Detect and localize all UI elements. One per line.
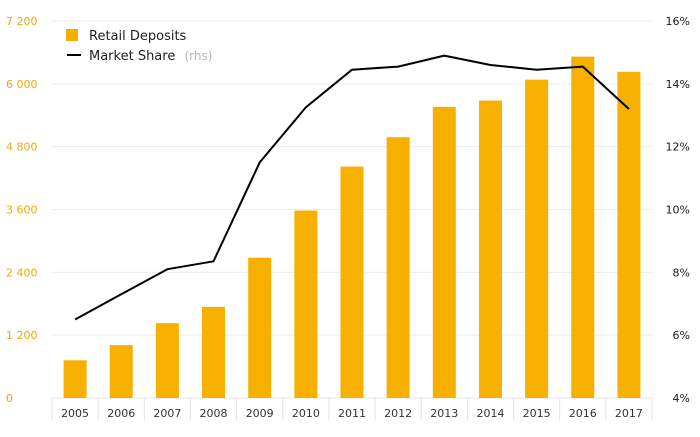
legend-label-line: Market Share (rhs) — [89, 49, 212, 64]
legend-label-line-note: (rhs) — [184, 49, 212, 63]
legend-label-bar: Retail Deposits — [89, 29, 187, 44]
y-left-tick-label: 6 000 — [6, 78, 38, 91]
y-left-tick-label: 4 800 — [6, 141, 38, 154]
legend-swatch-bar — [66, 29, 78, 41]
x-tick-label: 2009 — [246, 407, 274, 420]
y-left-tick-label: 1 200 — [6, 329, 38, 342]
x-tick-label: 2011 — [338, 407, 366, 420]
bar-series — [64, 57, 641, 398]
y-right-tick-label: 8% — [673, 266, 690, 279]
y-right-tick-label: 14% — [666, 78, 690, 91]
x-tick-label: 2013 — [430, 407, 458, 420]
y-right-tick-label: 12% — [666, 141, 690, 154]
y-left-tick-label: 3 600 — [6, 204, 38, 217]
x-tick-label: 2007 — [153, 407, 181, 420]
bar-2011 — [341, 167, 364, 398]
bar-2017 — [617, 72, 640, 398]
bar-2013 — [433, 107, 456, 398]
bar-2014 — [479, 101, 502, 398]
y-right-tick-label: 10% — [666, 204, 690, 217]
x-tick-label: 2015 — [523, 407, 551, 420]
bar-2006 — [110, 345, 133, 398]
x-tick-label: 2008 — [200, 407, 228, 420]
y-axis-left: 0 1 200 2 400 3 600 4 800 6 000 7 200 — [6, 15, 38, 405]
y-axis-right: 4% 6% 8% 10% 12% 14% 16% — [666, 15, 690, 405]
bar-2007 — [156, 323, 179, 398]
bar-2008 — [202, 307, 225, 398]
x-tick-label: 2010 — [292, 407, 320, 420]
legend-label-line-name: Market Share — [89, 49, 175, 64]
bar-2005 — [64, 360, 87, 398]
y-right-tick-label: 4% — [673, 392, 690, 405]
x-tick-label: 2006 — [107, 407, 135, 420]
legend: Retail Deposits Market Share (rhs) — [66, 29, 212, 64]
bar-2015 — [525, 80, 548, 398]
x-tick-label: 2012 — [384, 407, 412, 420]
y-right-tick-label: 6% — [673, 329, 690, 342]
bar-2016 — [571, 57, 594, 398]
bar-2012 — [387, 137, 410, 398]
x-tick-label: 2017 — [615, 407, 643, 420]
y-left-tick-label: 0 — [6, 392, 13, 405]
bar-2010 — [294, 211, 317, 398]
y-left-tick-label: 7 200 — [6, 15, 38, 28]
y-right-tick-label: 16% — [666, 15, 690, 28]
y-left-tick-label: 2 400 — [6, 266, 38, 279]
x-axis: 2005 2006 2007 2008 2009 2010 2011 2012 2013 2014… — [52, 398, 652, 420]
x-tick-label: 2005 — [61, 407, 89, 420]
bar-2009 — [248, 258, 271, 398]
x-tick-label: 2016 — [569, 407, 597, 420]
x-tick-label: 2014 — [476, 407, 504, 420]
